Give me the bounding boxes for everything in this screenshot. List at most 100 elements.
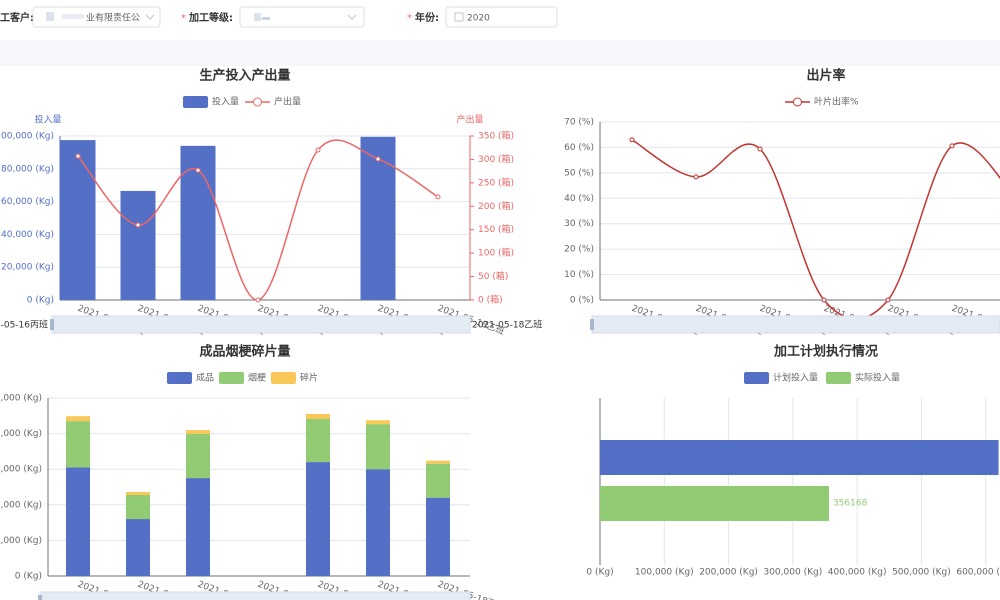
point [821,297,827,303]
y-tick-label: 60 (%) [564,143,594,153]
customer-select[interactable] [32,6,161,28]
chart-title: 生产投入产出量 [199,68,290,84]
bar [120,190,156,300]
y2-axis-name: 产出量 [456,114,483,126]
legend-label: 投入量 [212,96,239,108]
y2-tick-label: 50 (箱) [478,270,508,282]
y-tick-label: 60,000 (Kg) [1,197,54,207]
legend-symbol [793,97,802,107]
bar [126,519,150,576]
bar [306,462,330,576]
mask [46,12,54,21]
legend-symbol [219,372,244,384]
bar [600,440,999,475]
legend-label: 计划投入量 [773,372,818,384]
y2-tick-label: 250 (箱) [478,176,514,188]
chevron [145,14,155,20]
chart-title: 成品烟梗碎片量 [199,344,290,360]
y-tick-label: 80,000 (Kg) [0,429,42,439]
zoom-label: 2021-05-16丙班 [0,319,48,331]
mask [254,13,261,21]
y2-tick-label: 200 (箱) [478,200,514,212]
point [135,222,141,228]
bar [426,497,450,576]
zoom-handle [50,319,54,330]
zoom-slider [51,315,471,334]
required-mark: * [181,13,186,24]
y2-tick-label: 150 (箱) [478,223,514,235]
bar [126,495,150,520]
legend-label: 产出量 [274,96,301,108]
point [255,297,261,303]
bar [66,421,90,468]
x-tick-label: 0 (Kg) [586,568,613,578]
legend-label: 碎片 [300,372,318,384]
bar [426,463,450,498]
legend-symbol [271,372,296,384]
legend-symbol [167,372,192,384]
legend-symbol [744,372,769,384]
customer-value: 业有限责任公 [86,12,140,24]
bar [186,430,210,434]
bar [66,467,90,576]
zoom-handle [590,319,594,330]
legend-symbol [253,97,262,107]
chart-title: 加工计划执行情况 [773,344,878,360]
bar [66,416,90,422]
bar [366,420,390,425]
zoom-slider [39,591,471,600]
y-tick-label: 100,000 (Kg) [0,394,42,404]
year-value: 2020 [467,14,490,24]
legend-label: 烟梗 [248,372,266,384]
point [949,143,955,149]
year-picker[interactable] [445,6,558,28]
y-tick-label: 50 (%) [564,168,594,178]
y-tick-label: 20 (%) [564,245,594,255]
point [195,167,201,173]
y-tick-label: 20,000 (Kg) [1,263,54,273]
grade-label: 加工等级: [188,11,233,24]
x-tick-label: 100,000 (Kg) [635,568,694,578]
legend-symbol [826,372,851,384]
point [757,146,763,152]
zoom-label: 2021-05-18乙班 [472,319,542,331]
point [629,137,635,143]
bar [126,491,150,496]
data-label: 356168 [833,499,868,509]
point [885,297,891,303]
grade-select[interactable] [239,6,365,28]
y-tick-label: 0 (Kg) [27,296,54,306]
mask [262,17,270,20]
x-tick-label: 300,000 (Kg) [763,568,822,578]
calendar-icon [454,12,464,22]
line [631,139,1000,320]
bar [306,414,330,420]
y-tick-label: 40,000 (Kg) [1,230,54,240]
y2-tick-label: 350 (箱) [478,130,514,142]
zoom-handle [38,595,42,600]
x-tick-label: 600,000 (Kg) [956,568,1000,578]
y-tick-label: 0 (Kg) [15,572,42,582]
bar [600,486,829,521]
bar [366,469,390,576]
y-tick-label: 40 (%) [564,194,594,204]
zoom-slider [591,315,1000,334]
bar [60,140,96,300]
point [315,147,321,153]
year-label: 年份: [415,11,439,24]
toolbar-band [0,40,1000,66]
chart-title: 出片率 [806,68,845,84]
y-tick-label: 80,000 (Kg) [1,164,54,174]
y-tick-label: 30 (%) [564,219,594,229]
bar [186,433,210,479]
y-tick-label: 20,000 (Kg) [0,536,42,546]
point [693,174,699,180]
chevron [347,14,357,20]
x-tick-label: 200,000 (Kg) [699,568,758,578]
customer-label: 工客户: [0,11,34,24]
legend-symbol [183,96,208,108]
legend-label: 实际投入量 [855,372,900,384]
x-tick-label: 500,000 (Kg) [892,568,951,578]
y2-tick-label: 0 (箱) [478,294,503,306]
